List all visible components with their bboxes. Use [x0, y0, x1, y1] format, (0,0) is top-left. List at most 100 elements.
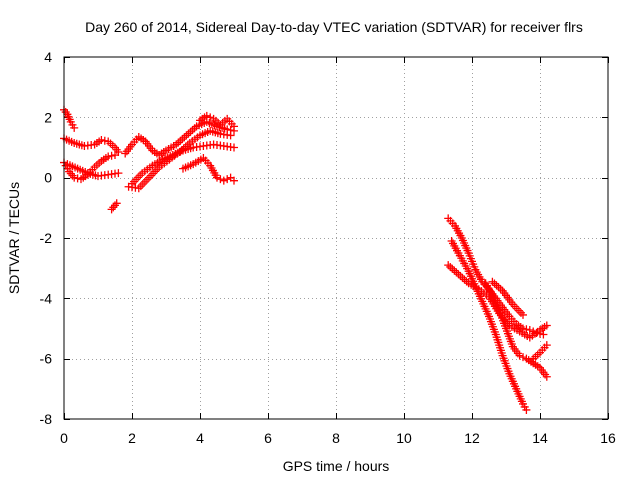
data-point	[542, 341, 551, 350]
y-tick-label: -8	[40, 411, 53, 427]
x-tick-label: 8	[332, 430, 340, 446]
data-point	[104, 152, 113, 161]
x-tick-label: 2	[128, 430, 136, 446]
series-track-10	[196, 111, 238, 131]
data-point	[510, 302, 519, 311]
label-layer: 0 2 4 6 8 10 12 14 16 -8 -6 -4 -2 0 2 4	[40, 49, 616, 446]
x-tick-label: 4	[196, 430, 204, 446]
data-point	[114, 169, 123, 178]
data-point	[188, 126, 197, 135]
data-point	[519, 353, 527, 362]
x-axis-title: GPS time / hours	[283, 458, 390, 474]
data-point	[176, 136, 185, 145]
data-point	[516, 308, 525, 317]
y-tick-label: -6	[40, 351, 53, 367]
data-point	[494, 283, 503, 292]
series-track-1	[60, 105, 79, 132]
data-point	[73, 174, 82, 183]
data-point	[223, 175, 232, 184]
data-point	[66, 169, 75, 178]
data-point	[97, 135, 106, 144]
grid-layer	[64, 57, 608, 419]
x-tick-label: 10	[396, 430, 412, 446]
data-point	[107, 205, 116, 214]
data-point	[136, 171, 145, 180]
data-point	[444, 261, 453, 270]
x-tick-label: 6	[264, 430, 272, 446]
data-point	[454, 270, 463, 279]
series-track-9	[179, 154, 238, 185]
data-point	[525, 326, 534, 335]
data-point	[542, 321, 551, 330]
data-point	[134, 173, 143, 182]
data-point	[216, 175, 225, 184]
data-point	[452, 268, 461, 277]
data-point	[539, 330, 548, 339]
y-tick-label: 0	[44, 170, 52, 186]
series-track-13	[447, 237, 531, 414]
data-point	[202, 111, 211, 120]
series-track-16	[488, 277, 527, 319]
data-point	[111, 151, 119, 160]
data-point	[458, 273, 467, 282]
data-point	[112, 199, 121, 208]
data-point	[490, 279, 499, 288]
series-track-5	[107, 199, 121, 214]
data-point	[230, 176, 238, 185]
data-point	[182, 131, 191, 140]
data-point	[109, 203, 118, 212]
y-tick-label: 4	[44, 49, 52, 65]
data-point	[178, 135, 187, 144]
y-tick-label: 2	[44, 109, 52, 125]
data-point	[70, 123, 79, 132]
data-point	[107, 151, 116, 160]
y-tick-label: -4	[40, 290, 53, 306]
data-point	[230, 122, 238, 131]
data-point	[512, 304, 521, 313]
series-track-4	[63, 160, 123, 181]
data-point	[65, 167, 74, 176]
data-point	[145, 173, 153, 182]
data-point	[448, 264, 457, 273]
x-tick-label: 14	[532, 430, 548, 446]
data-point	[186, 127, 195, 136]
data-point	[519, 310, 527, 319]
plot-frame	[63, 56, 609, 420]
data-point	[515, 351, 524, 360]
x-tick-label: 0	[60, 430, 68, 446]
data-point	[542, 372, 551, 381]
y-axis-title: SDTVAR / TECUs	[6, 182, 22, 294]
data-point	[140, 177, 149, 186]
data-point	[180, 133, 189, 142]
data-point	[230, 143, 238, 152]
data-layer	[60, 105, 551, 414]
series-track-6	[121, 117, 238, 160]
data-point	[68, 171, 77, 180]
data-point	[136, 182, 145, 191]
data-point	[213, 173, 221, 182]
data-point	[446, 262, 455, 271]
data-point	[488, 277, 497, 286]
y-tick-label: -2	[40, 230, 53, 246]
data-point	[142, 175, 151, 184]
data-point	[226, 131, 235, 140]
data-point	[184, 129, 193, 138]
data-point	[522, 325, 531, 334]
x-tick-label: 16	[600, 430, 616, 446]
data-point	[450, 266, 459, 275]
x-tick-label: 12	[464, 430, 480, 446]
data-point	[456, 272, 465, 281]
chart-title: Day 260 of 2014, Sidereal Day-to-day VTE…	[85, 19, 583, 35]
data-point	[100, 136, 109, 145]
series-track-15	[529, 341, 551, 363]
series-track-2	[60, 134, 123, 157]
series-track-14	[481, 279, 551, 381]
data-point	[522, 405, 531, 414]
data-point	[219, 176, 228, 185]
series-track-8	[128, 140, 238, 188]
data-point	[138, 180, 147, 189]
data-point	[496, 284, 505, 293]
data-point	[132, 175, 141, 184]
